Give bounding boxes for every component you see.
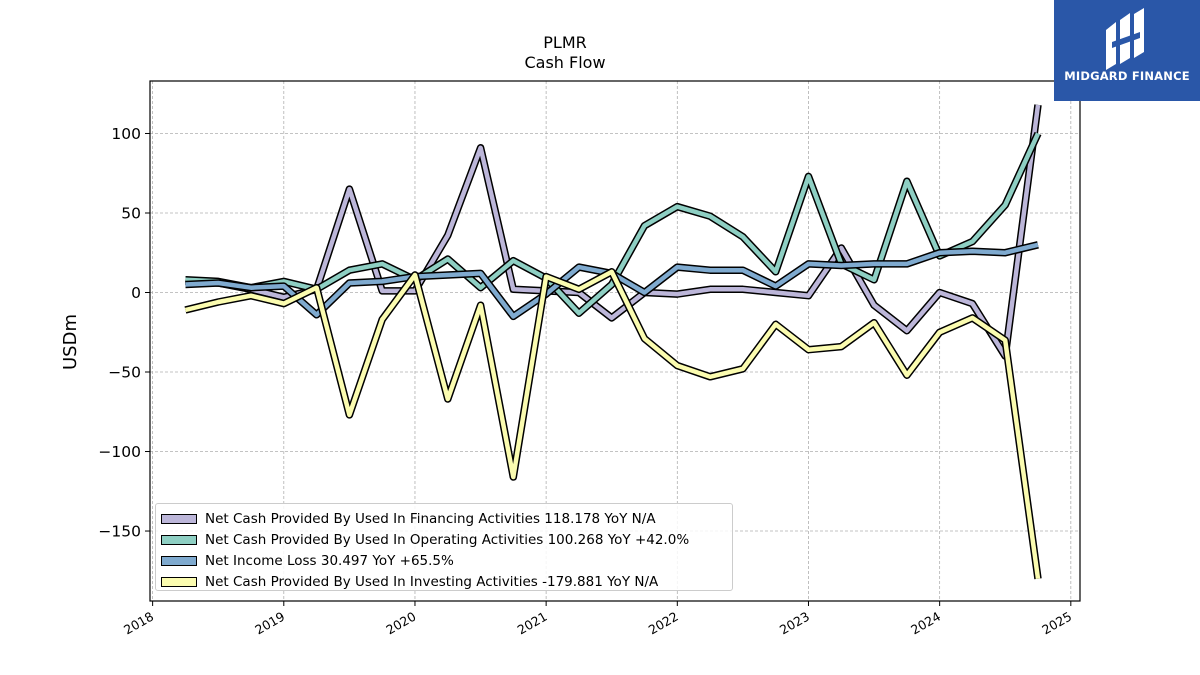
brand-logo: MIDGARD FINANCE xyxy=(1054,0,1200,101)
y-tick-label: −50 xyxy=(108,364,141,382)
x-tick-label: 2024 xyxy=(908,609,943,638)
series-line-1 xyxy=(185,132,1041,316)
chart-title-block: PLMR Cash Flow xyxy=(524,33,605,73)
y-axis-label: USDm xyxy=(60,314,81,370)
x-tick-label: 2025 xyxy=(1039,609,1074,638)
legend-item-operating: Net Cash Provided By Used In Operating A… xyxy=(161,529,732,550)
x-tick-label: 2018 xyxy=(121,609,156,638)
legend-swatch xyxy=(161,534,197,545)
y-tick-label: 50 xyxy=(121,204,141,222)
y-tick-label: −150 xyxy=(98,523,141,541)
legend-item-net-income: Net Income Loss 30.497 YoY +65.5% xyxy=(161,550,732,571)
x-tick-label: 2022 xyxy=(646,609,681,638)
legend-label: Net Cash Provided By Used In Investing A… xyxy=(205,573,659,590)
x-tick-label: 2021 xyxy=(515,609,550,638)
y-tick-label: −100 xyxy=(98,443,141,461)
legend-label: Net Cash Provided By Used In Financing A… xyxy=(205,510,656,527)
series-line-0 xyxy=(185,104,1041,359)
chart-legend: Net Cash Provided By Used In Financing A… xyxy=(155,503,733,591)
legend-swatch xyxy=(161,555,197,566)
plot-frame xyxy=(149,80,1081,602)
legend-swatch xyxy=(161,513,197,524)
legend-item-financing: Net Cash Provided By Used In Financing A… xyxy=(161,508,732,529)
legend-label: Net Cash Provided By Used In Operating A… xyxy=(205,531,690,548)
y-tick-label: 100 xyxy=(111,125,141,143)
series-lines xyxy=(184,104,1042,580)
legend-swatch xyxy=(161,576,197,587)
brand-name: MIDGARD FINANCE xyxy=(1064,69,1190,83)
y-tick-label: 0 xyxy=(131,284,141,302)
x-tick-label: 2023 xyxy=(777,609,812,638)
x-tick-label: 2020 xyxy=(383,609,418,638)
legend-item-investing: Net Cash Provided By Used In Investing A… xyxy=(161,571,732,592)
chart-title: PLMR xyxy=(543,33,587,52)
series-line-3 xyxy=(184,269,1041,580)
chart-subtitle: Cash Flow xyxy=(524,53,606,72)
x-tick-label: 2019 xyxy=(252,609,287,638)
legend-label: Net Income Loss 30.497 YoY +65.5% xyxy=(205,552,454,569)
logo-mark-icon xyxy=(1106,8,1144,70)
